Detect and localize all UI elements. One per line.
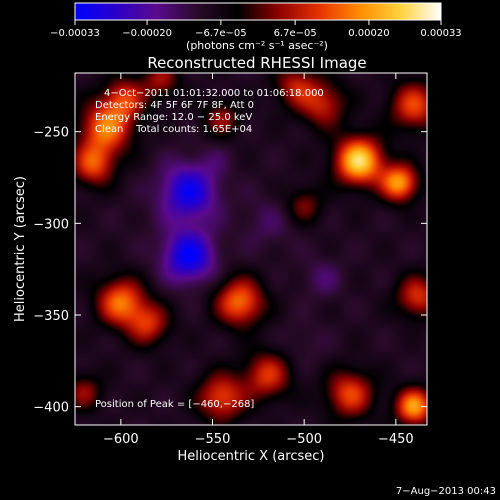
y-axis-label: Heliocentric Y (arcsec) xyxy=(13,176,28,322)
y-tick-label: −300 xyxy=(33,217,69,232)
colorbar-tick-label: 6.7e−05 xyxy=(274,28,317,39)
heatmap-image xyxy=(75,73,427,425)
colorbar-tick-label: −6.7e−05 xyxy=(195,28,247,39)
x-tick-label: −450 xyxy=(378,432,414,447)
x-tick-label: −550 xyxy=(195,432,231,447)
colorbar xyxy=(74,2,442,21)
chart-title: Reconstructed RHESSI Image xyxy=(147,54,366,72)
y-tick-label: −350 xyxy=(33,309,69,324)
colorbar-tick-label: 0.00020 xyxy=(348,28,389,39)
annotation-peak-position: Position of Peak = [−460,−268] xyxy=(95,399,254,410)
y-axis: −250 −300 −350 −400 xyxy=(33,126,427,416)
colorbar-tick-label: −0.00020 xyxy=(122,28,172,39)
plot-frame xyxy=(74,72,428,426)
y-tick-label: −400 xyxy=(33,401,69,416)
annotation-energy-range: Energy Range: 12.0 − 25.0 keV xyxy=(95,112,252,123)
x-axis: −600 −550 −500 −450 xyxy=(103,73,414,447)
timestamp: 7−Aug−2013 00:43 xyxy=(396,486,496,497)
x-tick-label: −600 xyxy=(103,432,139,447)
colorbar-ticks: −0.00033 −0.00020 −6.7e−05 6.7e−05 0.00020 0.… xyxy=(50,20,462,39)
colorbar-tick-label: 0.00033 xyxy=(420,28,461,39)
annotation-time-range: 4−Oct−2011 01:01:32.000 to 01:06:18.000 xyxy=(104,88,324,99)
colorbar-tick-label: −0.00033 xyxy=(50,28,100,39)
x-axis-label: Heliocentric X (arcsec) xyxy=(178,449,325,464)
annotation-detectors: Detectors: 4F 5F 6F 7F 8F, Att 0 xyxy=(95,100,254,111)
y-tick-label: −250 xyxy=(33,126,69,141)
colorbar-unit-label: (photons cm⁻² s⁻¹ asec⁻²) xyxy=(186,39,328,52)
x-tick-label: −500 xyxy=(286,432,322,447)
annotation-clean-counts: Clean Total counts: 1.65E+04 xyxy=(95,124,252,135)
